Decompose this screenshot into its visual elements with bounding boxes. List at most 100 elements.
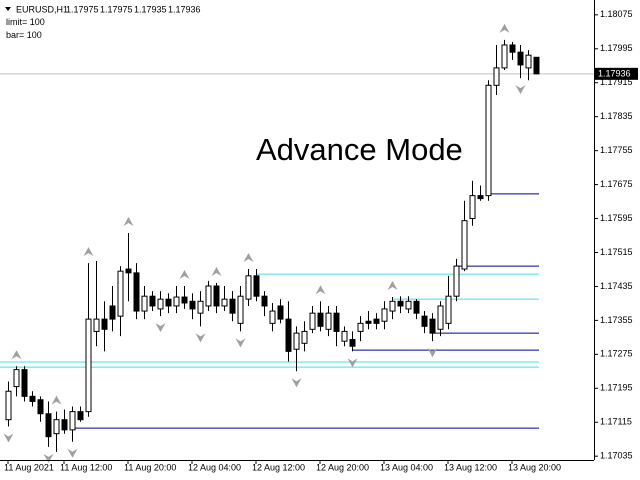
candle-body	[85, 318, 92, 413]
candle-body	[205, 285, 212, 307]
y-tick-label: 1.17115	[600, 417, 632, 427]
candle-body	[101, 318, 108, 330]
fractal-up	[315, 285, 326, 295]
candle-body	[181, 296, 188, 304]
param-label: limit=	[6, 17, 27, 27]
fractal-down	[67, 448, 78, 458]
candle-body	[269, 310, 276, 324]
x-tick-label: 13 Aug 20:00	[508, 462, 561, 472]
candle-body	[349, 338, 356, 347]
fractal-up	[11, 350, 22, 360]
candle-body	[357, 322, 364, 332]
annotation: Advance Mode	[256, 132, 463, 167]
fractal-up	[243, 253, 254, 263]
fractal-up	[123, 216, 134, 226]
header-price: 1.17975	[66, 4, 99, 14]
candle-body	[125, 268, 132, 274]
header-price: 1.17975	[100, 4, 133, 14]
candle-body	[5, 390, 12, 421]
candle-body	[469, 195, 476, 220]
fractal-down	[427, 348, 438, 358]
candle-body	[397, 300, 404, 307]
candle-body	[461, 220, 468, 270]
candle-body	[293, 332, 300, 350]
candle-body	[309, 312, 316, 330]
candle-body	[445, 295, 452, 324]
fractal-up	[387, 281, 398, 291]
header-price: 1.17935	[134, 4, 167, 14]
x-tick-label: 13 Aug 04:00	[380, 462, 433, 472]
candle-body	[69, 411, 76, 431]
candle-body	[373, 318, 380, 324]
current-price-box	[595, 67, 638, 80]
candle-body	[389, 300, 396, 312]
candle-body	[117, 270, 124, 317]
candle-body	[277, 305, 284, 320]
y-tick-label: 1.17595	[600, 213, 633, 223]
candle-body	[229, 298, 236, 314]
candle-body	[261, 295, 268, 307]
candle-body	[109, 305, 116, 320]
fractal-down	[347, 358, 358, 368]
current-price-label: 1.17936	[598, 69, 631, 79]
x-tick-label: 11 Aug 20:00	[124, 462, 176, 472]
candle-body	[405, 300, 412, 310]
candle-body	[333, 312, 340, 332]
candle-body	[253, 275, 260, 297]
candle-body	[237, 295, 244, 324]
candle-body	[37, 399, 44, 415]
x-tick-label: 11 Aug 12:00	[60, 462, 112, 472]
fractal-up	[499, 23, 510, 33]
fractal-up	[83, 247, 94, 257]
candle-body	[533, 56, 540, 75]
y-tick-label: 1.17915	[600, 77, 633, 87]
candle-body	[429, 318, 436, 334]
x-tick-label: 13 Aug 12:00	[444, 462, 497, 472]
y-tick-label: 1.17755	[600, 145, 633, 155]
fractal-up	[51, 395, 62, 405]
y-tick-label: 1.17435	[600, 281, 633, 291]
candle-body	[29, 395, 36, 402]
candle-body	[477, 195, 484, 200]
candle-body	[413, 300, 420, 314]
candle-body	[325, 312, 332, 330]
candle-body	[221, 298, 228, 307]
x-tick-label: 12 Aug 20:00	[316, 462, 369, 472]
candle-body	[133, 272, 140, 312]
x-tick-label: 12 Aug 04:00	[188, 462, 241, 472]
candle-body	[93, 318, 100, 332]
candle-body	[421, 315, 428, 327]
fractal-down	[291, 378, 302, 388]
candle-body	[53, 419, 60, 435]
param: limit= 100	[6, 17, 45, 27]
y-tick-label: 1.17355	[600, 315, 633, 325]
fractal-down	[235, 338, 246, 348]
candle-body	[485, 84, 492, 197]
candle-body	[45, 413, 52, 438]
candle-body	[301, 330, 308, 344]
param: bar= 100	[6, 30, 42, 40]
candle-body	[501, 44, 508, 69]
y-tick-label: 1.18075	[600, 9, 633, 19]
fractal-up	[211, 267, 222, 277]
x-tick-label: 12 Aug 12:00	[252, 462, 305, 472]
candle-body	[165, 298, 172, 307]
y-tick-label: 1.17995	[600, 43, 633, 53]
fractal-down	[195, 333, 206, 343]
candle-body	[21, 369, 28, 397]
param-value: 100	[30, 17, 45, 27]
candle-body	[493, 67, 500, 86]
y-tick-label: 1.17275	[600, 349, 633, 359]
candle-body	[197, 300, 204, 314]
header-price: 1.17936	[168, 4, 201, 14]
candle-body	[517, 51, 524, 66]
fractal-down	[155, 323, 166, 333]
menu-arrow[interactable]	[5, 7, 11, 11]
candle-body	[13, 369, 20, 388]
y-tick-label: 1.17835	[600, 111, 633, 121]
fractal-down	[43, 453, 54, 463]
candle-body	[509, 44, 516, 53]
candle-body	[245, 275, 252, 300]
candle-body	[365, 320, 372, 324]
